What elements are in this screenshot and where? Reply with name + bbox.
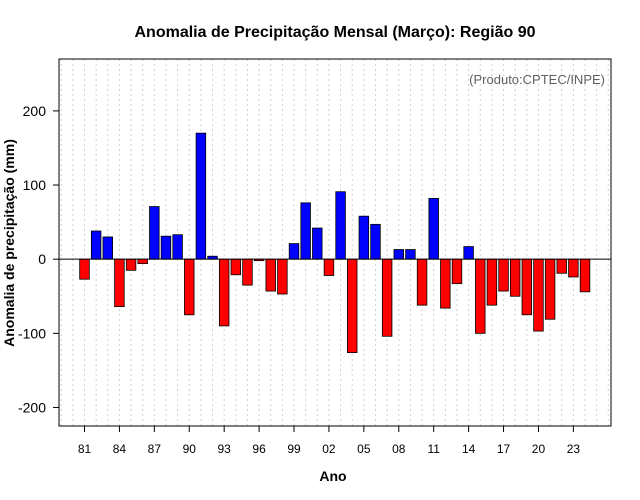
x-tick-label: 81	[78, 442, 92, 456]
bar-2021	[544, 258, 556, 320]
bar-1997	[265, 258, 276, 292]
bar-2006	[370, 223, 381, 260]
bar-1989	[172, 234, 183, 260]
x-axis: 81 84 87 90 93 96 99 02 05 08 11 14 17 20 23	[78, 426, 581, 456]
bar-2001	[312, 227, 323, 260]
x-tick-label: 96	[252, 442, 266, 456]
x-tick-label: 99	[287, 442, 301, 456]
bar-1993	[218, 258, 230, 327]
x-tick-label: 11	[427, 442, 440, 456]
bar-2013	[451, 258, 463, 285]
bar-2016	[486, 258, 498, 306]
y-axis: -200 -100 0 100 200	[18, 103, 59, 415]
bar-1982	[90, 230, 102, 260]
vertical-gridlines	[60, 59, 609, 426]
y-tick-label: -200	[18, 399, 46, 415]
bar-1981	[79, 258, 90, 280]
bar-2023	[568, 258, 579, 278]
bar-2017	[498, 258, 509, 292]
chart-title: Anomalia de Precipitação Mensal (Março):…	[134, 24, 535, 41]
bar-2020	[533, 258, 544, 332]
plot-area-frame	[58, 58, 612, 427]
y-axis-label: Anomalia de precipitação (mm)	[1, 139, 17, 347]
bar-1984	[114, 258, 125, 308]
bar-1986	[137, 258, 148, 265]
x-tick-label: 90	[183, 442, 197, 456]
x-tick-label: 20	[532, 442, 546, 456]
x-tick-label: 84	[113, 442, 127, 456]
x-tick-label: 08	[392, 442, 406, 456]
bar-2015	[475, 258, 486, 334]
x-tick-label: 93	[218, 442, 232, 456]
y-tick-label: 100	[23, 177, 47, 193]
bar-1994	[230, 258, 242, 276]
y-tick-label: 200	[23, 103, 47, 119]
bar-2011	[428, 197, 439, 260]
bar-2014	[463, 246, 474, 260]
bar-2012	[440, 258, 451, 309]
bar-1990	[184, 258, 195, 316]
bar-2010	[416, 258, 428, 306]
bar-2004	[347, 258, 358, 354]
bar-1983	[102, 236, 113, 260]
bar-1995	[242, 258, 253, 286]
bar-1991	[195, 132, 207, 260]
x-tick-label: 17	[497, 442, 511, 456]
x-tick-label: 23	[567, 442, 581, 456]
bar-2007	[381, 258, 393, 337]
bar-1988	[160, 235, 172, 260]
x-axis-label: Ano	[319, 468, 346, 484]
bar-2018	[509, 258, 521, 297]
bar-2000	[300, 202, 311, 260]
x-tick-label: 02	[322, 442, 336, 456]
bar-2002	[323, 258, 335, 276]
product-credit: (Produto:CPTEC/INPE)	[469, 72, 605, 87]
x-tick-label: 87	[148, 442, 162, 456]
y-tick-label: 0	[38, 251, 46, 267]
y-tick-label: -100	[18, 325, 46, 341]
bar-2005	[358, 215, 370, 260]
bar-1987	[149, 206, 160, 260]
bars	[79, 132, 591, 354]
bar-2022	[556, 258, 567, 274]
bar-2008	[393, 249, 404, 260]
x-tick-label: 14	[462, 442, 476, 456]
bar-2003	[335, 191, 346, 260]
bar-1985	[125, 258, 137, 271]
bar-2024	[579, 258, 591, 293]
bar-1999	[288, 243, 300, 260]
bar-1998	[277, 258, 288, 295]
bar-2009	[405, 249, 416, 260]
x-tick-label: 05	[357, 442, 371, 456]
bar-2019	[521, 258, 533, 316]
